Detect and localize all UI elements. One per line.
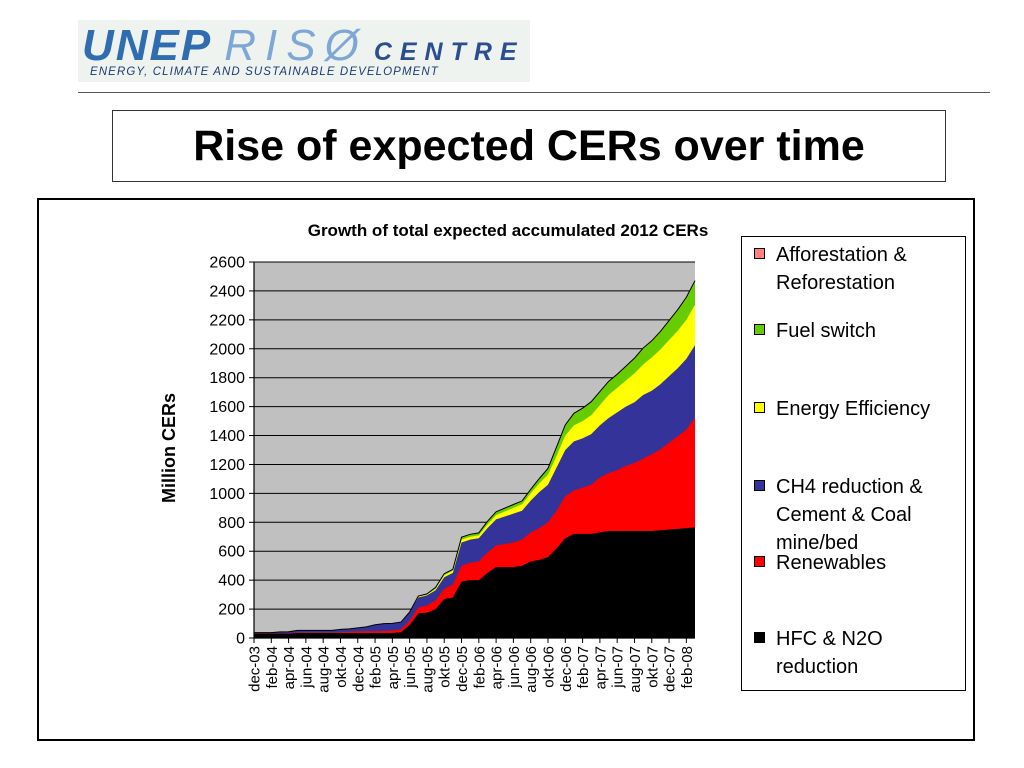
x-tick-label: jun-04 bbox=[298, 646, 315, 689]
legend-label: CH4 reduction & Cement & Coal mine/bed bbox=[776, 476, 923, 554]
x-tick-label: okt-07 bbox=[644, 646, 661, 688]
y-tick-label: 1600 bbox=[209, 399, 245, 416]
legend-swatch bbox=[754, 480, 765, 491]
x-tick-label: apr-06 bbox=[489, 646, 506, 689]
x-tick-label: aug-06 bbox=[523, 646, 540, 693]
total-outline bbox=[254, 280, 696, 634]
y-tick-label: 2400 bbox=[209, 283, 245, 300]
x-tick-labels: dec-03 feb-04 apr-04 jun-04 aug-04 okt-04 dec-… bbox=[247, 638, 696, 693]
y-tick-label: 1400 bbox=[209, 428, 245, 445]
x-tick-label: feb-08 bbox=[679, 646, 696, 689]
axes bbox=[253, 262, 695, 639]
x-tick-label: jun-06 bbox=[506, 646, 523, 689]
y-tick-label: 0 bbox=[236, 631, 245, 648]
area-series-group bbox=[254, 280, 696, 638]
y-tick-labels: 0 200 400 600 800 1000 1200 1400 1600 1800 2000 220… bbox=[209, 255, 254, 648]
x-tick-label: feb-04 bbox=[264, 646, 281, 689]
chart-title: Growth of total expected accumulated 201… bbox=[308, 221, 709, 240]
x-tick-label: aug-04 bbox=[316, 646, 333, 693]
legend-label: Afforestation & Reforestation bbox=[776, 244, 907, 294]
x-tick-label: feb-07 bbox=[575, 646, 592, 689]
x-tick-label: apr-05 bbox=[385, 646, 402, 689]
legend-swatch bbox=[754, 402, 765, 413]
legend-label: Energy Efficiency bbox=[776, 398, 931, 420]
legend-swatch bbox=[754, 632, 765, 643]
y-tick-label: 400 bbox=[218, 573, 245, 590]
y-tick-label: 800 bbox=[218, 515, 245, 532]
x-tick-label: okt-06 bbox=[541, 646, 558, 688]
x-tick-label: dec-04 bbox=[350, 646, 367, 692]
x-tick-label: jun-07 bbox=[610, 646, 627, 689]
y-tick-label: 600 bbox=[218, 544, 245, 561]
y-tick-label: 1000 bbox=[209, 486, 245, 503]
chart-legend: Afforestation & Reforestation Fuel switch E… bbox=[741, 236, 966, 691]
x-tick-label: dec-07 bbox=[662, 646, 679, 692]
area-hfc-n2o bbox=[254, 527, 695, 638]
slide-title-box: Rise of expected CERs over time bbox=[112, 110, 946, 182]
x-tick-label: dec-06 bbox=[558, 646, 575, 692]
logo-centre: CENTRE bbox=[373, 38, 525, 66]
y-tick-label: 1800 bbox=[209, 370, 245, 387]
x-tick-label: apr-04 bbox=[281, 646, 298, 689]
x-tick-label: aug-05 bbox=[419, 646, 436, 693]
legend-swatch bbox=[754, 556, 765, 567]
legend-label: Renewables bbox=[776, 552, 887, 574]
y-tick-label: 200 bbox=[218, 602, 245, 619]
legend-swatch bbox=[754, 324, 765, 335]
header-divider bbox=[78, 92, 990, 93]
unep-riso-logo: UNEP RISØ CENTRE ENERGY, CLIMATE AND SUSTA… bbox=[78, 20, 530, 82]
x-tick-label: feb-05 bbox=[368, 646, 385, 689]
x-tick-label: jun-05 bbox=[402, 646, 419, 689]
y-tick-label: 1200 bbox=[209, 457, 245, 474]
x-tick-label: feb-06 bbox=[471, 646, 488, 689]
x-tick-label: dec-05 bbox=[454, 646, 471, 692]
x-tick-label: aug-07 bbox=[627, 646, 644, 693]
x-tick-label: apr-07 bbox=[592, 646, 609, 689]
x-tick-label: okt-05 bbox=[437, 646, 454, 688]
logo-unep: UNEP bbox=[82, 21, 213, 70]
x-tick-label: dec-03 bbox=[247, 646, 264, 692]
legend-swatch bbox=[754, 248, 765, 259]
x-tick-label: okt-04 bbox=[333, 646, 350, 688]
y-tick-label: 2600 bbox=[209, 255, 245, 272]
logo-riso: RISØ bbox=[224, 21, 368, 70]
logo-tagline: ENERGY, CLIMATE AND SUSTAINABLE DEVELOPM… bbox=[90, 66, 439, 78]
y-axis-label: Million CERs bbox=[159, 393, 179, 503]
y-tick-label: 2200 bbox=[209, 312, 245, 329]
y-tick-label: 2000 bbox=[209, 341, 245, 358]
slide-title: Rise of expected CERs over time bbox=[193, 121, 865, 170]
legend-label: Fuel switch bbox=[776, 320, 877, 342]
logo-wordmark: UNEP RISØ CENTRE bbox=[82, 24, 525, 74]
legend-label: HFC & N2O reduction bbox=[776, 628, 883, 678]
